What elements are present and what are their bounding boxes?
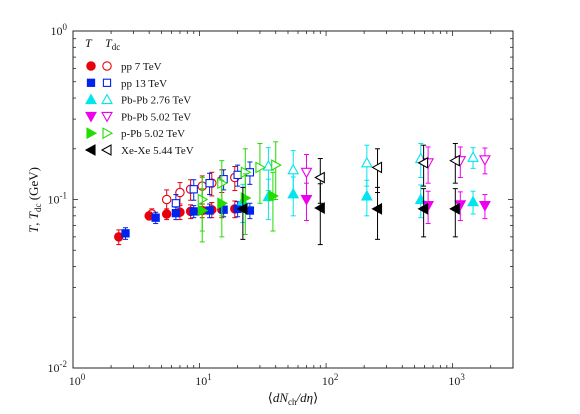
series	[236, 142, 460, 246]
data-point-t	[236, 202, 248, 215]
x-axis-label: ⟨dNch/dη⟩	[268, 390, 318, 407]
tick-labels: 100 101 102 103 10-2 10-1 100	[48, 22, 466, 388]
legend-item: Xe-Xe 5.44 TeV	[84, 144, 194, 157]
data-point-tdc	[175, 187, 185, 198]
legend-label: Xe-Xe 5.44 TeV	[121, 145, 194, 157]
x-tick-label: 100	[69, 372, 86, 388]
data-point-t	[151, 213, 160, 222]
legend-label: pp 13 TeV	[121, 78, 167, 90]
data-point-tdc	[478, 155, 491, 166]
y-tick-label: 10-2	[48, 359, 68, 375]
data-point-tdc	[161, 194, 172, 205]
y-tick-label: 100	[51, 22, 68, 38]
data-point-t	[478, 201, 491, 212]
data-point-tdc	[467, 151, 479, 162]
legend-marker-filled	[86, 61, 96, 71]
x-tick-label: 101	[195, 372, 212, 388]
legend-item: p-Pb 5.02 TeV	[86, 127, 185, 140]
legend-header-tdc: Tdc	[105, 36, 120, 52]
legend-label: p-Pb 5.02 TeV	[121, 128, 185, 140]
data-point-tdc	[371, 161, 383, 174]
data-point-t	[417, 202, 429, 215]
legend-marker-filled	[85, 111, 97, 123]
data-point-tdc	[171, 199, 181, 208]
data-point-t	[161, 209, 172, 219]
y-axis-label: T, Tdc (GeV)	[26, 167, 43, 233]
data-point-tdc	[255, 161, 267, 174]
data-point-tdc	[233, 170, 242, 180]
data-point-t	[268, 189, 280, 202]
data-point-t	[219, 205, 228, 214]
legend-item: Pb-Pb 2.76 TeV	[85, 93, 191, 107]
series	[197, 141, 282, 243]
legend-item: pp 7 TeV	[86, 61, 162, 73]
legend-marker-open	[102, 78, 112, 87]
x-tick-label: 102	[322, 372, 339, 388]
data-point-tdc	[205, 179, 214, 188]
axis-ticks	[72, 30, 514, 369]
data-point-tdc	[449, 154, 460, 167]
data-point-t	[467, 195, 479, 207]
legend-marker-open	[102, 127, 114, 140]
data-point-tdc	[287, 163, 300, 175]
y-tick-label: 10-1	[48, 191, 68, 207]
data-point-t	[314, 202, 325, 214]
data-point-t	[449, 202, 460, 215]
data-point-t	[121, 229, 130, 238]
data-point-t	[197, 204, 209, 217]
legend-marker-open	[101, 111, 113, 123]
data-point-tdc	[360, 156, 373, 168]
data-point-t	[240, 192, 252, 204]
data-point-t	[371, 202, 383, 215]
data-point-t	[189, 207, 198, 216]
x-tick-label: 103	[448, 372, 465, 388]
data-point-tdc	[262, 159, 275, 171]
data-point-tdc	[271, 159, 282, 172]
data-point-tdc	[314, 171, 325, 184]
data-point-t	[217, 197, 228, 210]
legend-label: pp 7 TeV	[121, 61, 162, 73]
data-point-t	[171, 208, 181, 218]
legend-item: Pb-Pb 5.02 TeV	[85, 111, 191, 123]
legend-item: pp 13 TeV	[86, 78, 167, 90]
legend-label: Pb-Pb 2.76 TeV	[121, 95, 191, 107]
legend-marker-open	[101, 93, 113, 105]
data-point-t	[360, 189, 373, 201]
legend-marker-filled	[86, 78, 96, 87]
data-point-t	[287, 187, 300, 199]
data-point-t	[300, 194, 313, 206]
legend-marker-open	[102, 61, 112, 71]
legend-label: Pb-Pb 5.02 TeV	[121, 111, 191, 123]
legend-marker-filled	[84, 144, 96, 156]
data-point-tdc	[300, 167, 313, 179]
data-layer	[114, 141, 491, 246]
data-point-tdc	[417, 156, 429, 169]
legend-marker-open	[100, 144, 112, 156]
legend-marker-filled	[86, 127, 98, 140]
legend-header-t: T	[85, 36, 93, 50]
data-point-tdc	[189, 185, 198, 194]
legend-marker-filled	[85, 93, 97, 105]
